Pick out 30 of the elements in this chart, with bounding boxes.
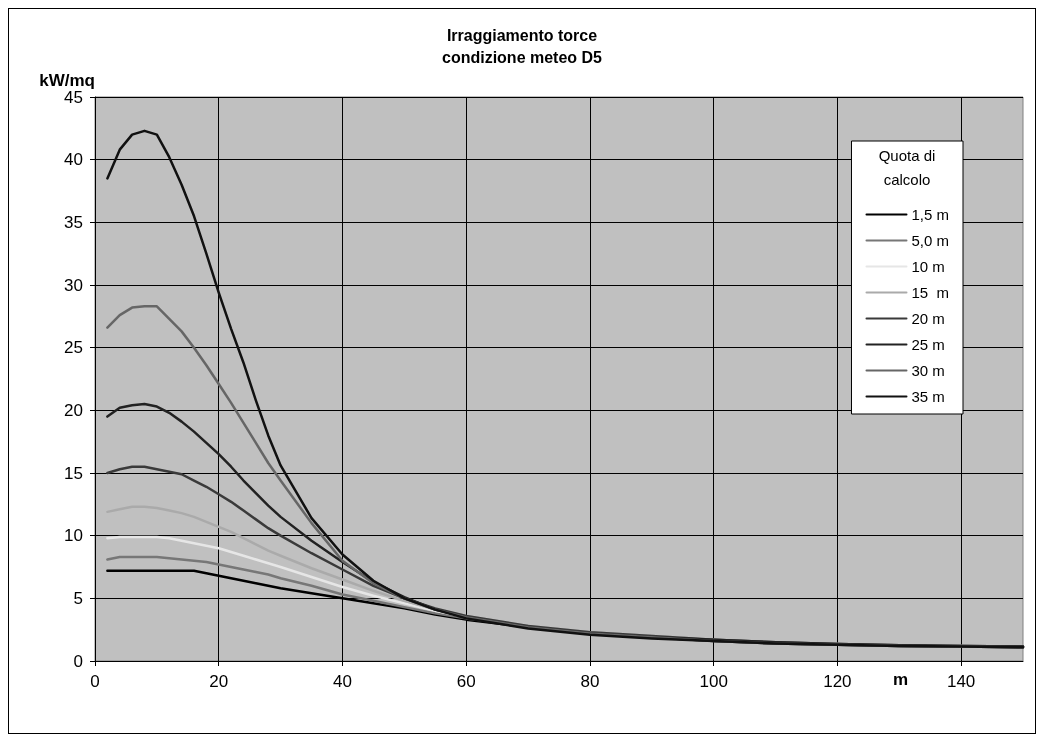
x-tick-label: 0 (90, 672, 100, 691)
legend-label: 35 m (911, 388, 945, 405)
legend-label: 30 m (911, 362, 945, 379)
y-tick-label: 5 (73, 588, 83, 608)
chart-title: Irraggiamento torce condizione meteo D5 (441, 26, 603, 66)
y-tick-label: 25 (64, 338, 83, 358)
legend-label: 10 m (911, 258, 945, 275)
legend-label: 15 m (911, 284, 949, 301)
x-tick-label: 40 (333, 672, 352, 691)
x-tick-label: 100 (699, 672, 728, 691)
x-tick-label: 120 (823, 672, 852, 691)
y-tick-label: 40 (64, 150, 83, 170)
y-tick-label: 45 (64, 87, 83, 107)
x-tick-label: 80 (580, 672, 600, 691)
y-tick-label: 35 (64, 212, 83, 232)
legend-label: 1,5 m (911, 206, 949, 223)
y-axis-title: kW/mq (39, 70, 95, 90)
y-tick-label: 15 (64, 463, 83, 483)
y-tick-label: 10 (64, 526, 83, 546)
legend-label: 20 m (911, 310, 945, 327)
x-tick-label: 140 (946, 672, 976, 691)
legend-label: 25 m (911, 336, 945, 353)
x-axis-title: m (893, 670, 909, 689)
y-tick-label: 0 (73, 651, 83, 671)
x-tick-label: 20 (209, 672, 229, 691)
legend-title: Quota di calcolo (877, 146, 937, 190)
x-tick-label: 60 (456, 672, 476, 691)
y-tick-label: 20 (64, 400, 83, 420)
legend-label: 5,0 m (911, 232, 949, 249)
y-tick-label: 30 (64, 275, 83, 295)
